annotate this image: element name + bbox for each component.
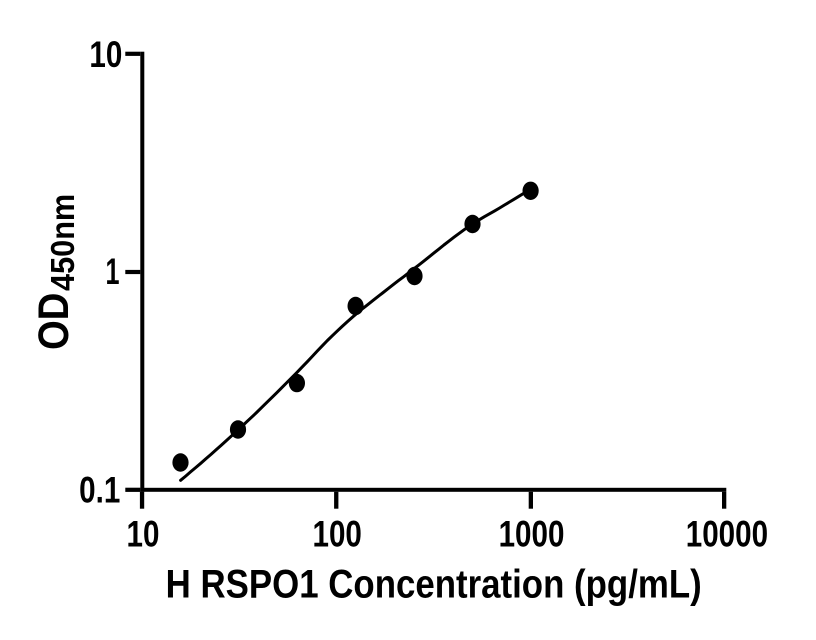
svg-text:10: 10 — [127, 514, 160, 555]
svg-text:OD: OD — [29, 293, 78, 350]
svg-text:100: 100 — [313, 514, 362, 555]
svg-text:10000: 10000 — [686, 514, 768, 555]
svg-text:10: 10 — [89, 35, 122, 76]
svg-text:0.1: 0.1 — [79, 470, 120, 511]
svg-text:H RSPO1 Concentration (pg/mL): H RSPO1 Concentration (pg/mL) — [166, 561, 702, 606]
svg-text:1000: 1000 — [499, 514, 565, 555]
svg-text:1: 1 — [106, 250, 120, 292]
svg-text:450nm: 450nm — [44, 194, 81, 291]
